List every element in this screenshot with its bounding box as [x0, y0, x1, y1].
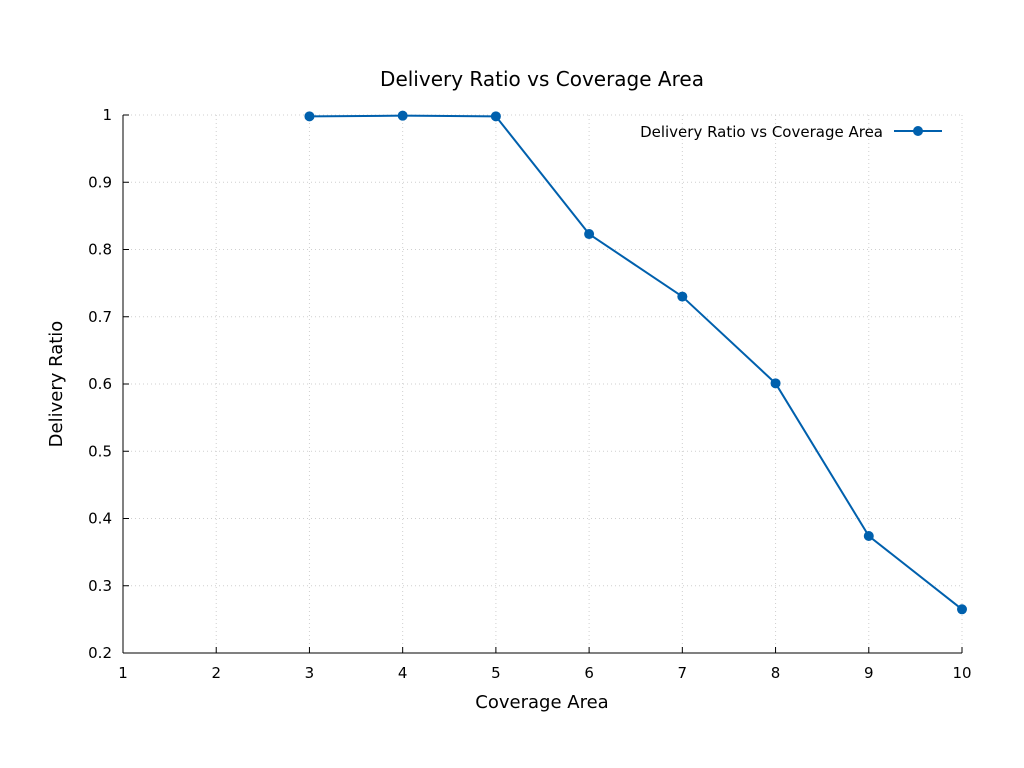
legend-marker: [913, 126, 923, 136]
y-tick-label: 0.7: [88, 308, 112, 326]
x-tick-label: 1: [118, 664, 128, 682]
x-tick-label: 7: [678, 664, 688, 682]
data-point: [770, 378, 781, 389]
x-axis-label: Coverage Area: [475, 692, 608, 713]
data-point: [584, 229, 595, 240]
y-tick-label: 0.3: [88, 577, 112, 595]
x-tick-label: 4: [398, 664, 408, 682]
series-layer: [304, 110, 967, 615]
x-axis-ticks: 1 2 3 4 5 6 7 8 9 10: [118, 647, 972, 682]
x-tick-label: 10: [952, 664, 971, 682]
x-tick-label: 5: [491, 664, 501, 682]
x-tick-label: 6: [584, 664, 594, 682]
data-point: [863, 530, 874, 541]
y-tick-label: 0.2: [88, 644, 112, 662]
chart-title: Delivery Ratio vs Coverage Area: [380, 67, 704, 91]
y-tick-label: 1: [102, 106, 112, 124]
data-point: [304, 111, 315, 122]
data-point: [957, 604, 967, 615]
legend-label: Delivery Ratio vs Coverage Area: [640, 123, 883, 141]
axes: [122, 115, 962, 654]
x-tick-label: 2: [211, 664, 221, 682]
data-point: [397, 110, 408, 121]
x-tick-label: 3: [305, 664, 315, 682]
series-line: [309, 114, 963, 611]
grid: [123, 114, 963, 653]
x-tick-label: 8: [771, 664, 781, 682]
y-tick-label: 0.8: [88, 241, 112, 259]
y-tick-label: 0.9: [88, 173, 112, 191]
y-tick-label: 0.6: [88, 375, 112, 393]
legend: Delivery Ratio vs Coverage Area: [640, 123, 942, 141]
y-tick-label: 0.5: [88, 442, 112, 460]
y-axis-ticks: 0.2 0.3 0.4 0.5 0.6 0.7 0.8 0.9 1: [88, 106, 129, 662]
y-axis-label: Delivery Ratio: [46, 321, 67, 448]
y-tick-label: 0.4: [88, 510, 112, 528]
data-point: [490, 111, 501, 122]
x-tick-label: 9: [864, 664, 874, 682]
data-point: [677, 291, 688, 302]
